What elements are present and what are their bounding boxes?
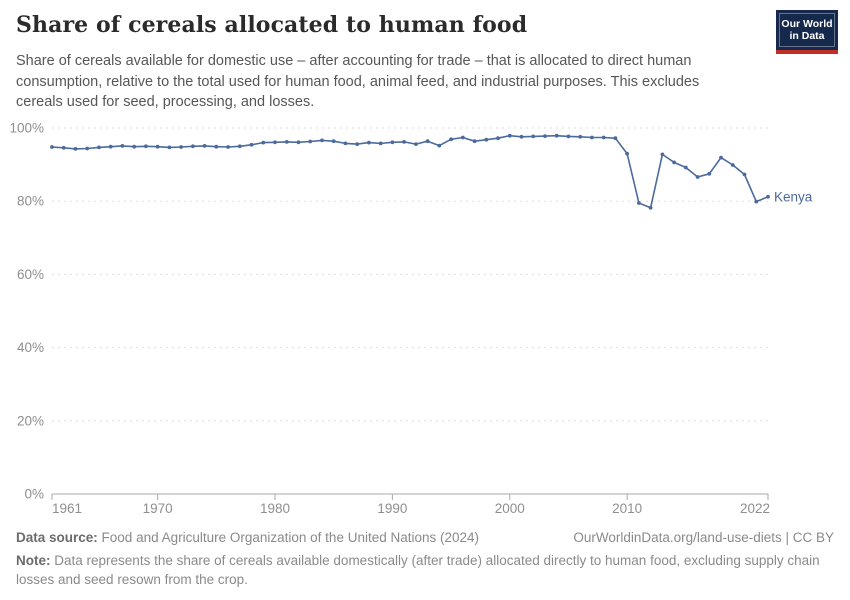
- data-point[interactable]: [601, 135, 606, 140]
- data-point[interactable]: [144, 144, 148, 149]
- data-point[interactable]: [108, 144, 113, 149]
- data-point[interactable]: [672, 160, 676, 165]
- y-axis-tick-label: 100%: [9, 121, 44, 136]
- data-point[interactable]: [496, 136, 500, 141]
- data-point[interactable]: [414, 142, 418, 147]
- owid-url-link[interactable]: OurWorldinData.org/land-use-diets | CC B…: [573, 530, 834, 545]
- data-point[interactable]: [120, 144, 125, 148]
- data-source-label: Data source:: [16, 530, 98, 545]
- data-point[interactable]: [730, 163, 735, 167]
- x-axis-tick-label: 1990: [377, 501, 407, 516]
- data-point[interactable]: [343, 141, 348, 146]
- data-point[interactable]: [683, 165, 688, 170]
- owid-logo-text: Our World in Data: [779, 13, 835, 47]
- chart-title: Share of cereals allocated to human food: [16, 12, 528, 38]
- data-point[interactable]: [179, 145, 184, 149]
- data-point[interactable]: [578, 134, 583, 139]
- data-point[interactable]: [449, 137, 453, 142]
- data-point[interactable]: [378, 141, 383, 146]
- data-point[interactable]: [132, 144, 137, 149]
- owid-logo[interactable]: Our World in Data: [776, 10, 838, 54]
- y-axis-tick-label: 20%: [17, 413, 44, 428]
- data-point[interactable]: [637, 201, 641, 205]
- data-point[interactable]: [167, 145, 172, 150]
- data-point[interactable]: [507, 133, 512, 138]
- data-point[interactable]: [331, 139, 336, 144]
- y-axis-tick-label: 40%: [17, 340, 44, 355]
- data-source-text: Food and Agriculture Organization of the…: [101, 530, 480, 545]
- data-point[interactable]: [61, 145, 66, 150]
- data-point[interactable]: [742, 172, 747, 177]
- data-point[interactable]: [73, 147, 78, 151]
- data-point[interactable]: [554, 133, 559, 138]
- data-point[interactable]: [202, 144, 207, 148]
- kenya-series-line[interactable]: [51, 134, 769, 209]
- data-point[interactable]: [625, 151, 629, 156]
- data-point[interactable]: [437, 143, 442, 148]
- data-point[interactable]: [296, 140, 301, 145]
- note-text: Data represents the share of cereals ava…: [16, 553, 820, 587]
- x-axis-tick-label: 1980: [260, 501, 290, 516]
- data-point[interactable]: [707, 171, 712, 176]
- data-point[interactable]: [214, 144, 219, 149]
- data-point[interactable]: [590, 135, 594, 140]
- data-point[interactable]: [425, 139, 430, 144]
- chart-note: Note: Data represents the share of cerea…: [16, 552, 834, 590]
- data-point[interactable]: [531, 134, 536, 139]
- data-point[interactable]: [367, 140, 371, 145]
- x-axis-tick-label: 1961: [52, 501, 82, 516]
- data-point[interactable]: [648, 205, 653, 210]
- y-axis-tick-label: 80%: [17, 194, 44, 209]
- data-point[interactable]: [519, 134, 524, 139]
- x-axis-tick-label: 1970: [143, 501, 173, 516]
- data-point[interactable]: [484, 137, 489, 142]
- entity-label-kenya[interactable]: Kenya: [774, 189, 813, 204]
- data-point[interactable]: [566, 134, 571, 139]
- data-point[interactable]: [85, 146, 90, 151]
- data-point[interactable]: [97, 145, 101, 150]
- data-point[interactable]: [460, 135, 465, 140]
- data-point[interactable]: [766, 194, 770, 199]
- data-source: Data source: Food and Agriculture Organi…: [16, 530, 479, 545]
- x-axis-tick-label: 2000: [495, 501, 525, 516]
- note-label: Note:: [16, 553, 51, 568]
- data-point[interactable]: [50, 145, 54, 149]
- data-point[interactable]: [308, 139, 313, 144]
- data-point[interactable]: [284, 140, 289, 144]
- data-point[interactable]: [695, 175, 700, 179]
- data-point[interactable]: [660, 152, 665, 157]
- chart-footer: Data source: Food and Agriculture Organi…: [16, 530, 834, 590]
- y-axis-tick-label: 0%: [24, 487, 44, 502]
- data-point[interactable]: [402, 140, 406, 144]
- data-point[interactable]: [249, 142, 254, 147]
- data-point[interactable]: [355, 142, 360, 147]
- data-point[interactable]: [390, 140, 395, 145]
- data-point[interactable]: [320, 138, 324, 143]
- y-axis-tick-label: 60%: [17, 267, 44, 282]
- data-point[interactable]: [719, 155, 723, 160]
- data-point[interactable]: [543, 134, 547, 139]
- data-point[interactable]: [191, 144, 195, 149]
- data-point[interactable]: [754, 199, 759, 204]
- data-point[interactable]: [155, 144, 160, 149]
- data-point[interactable]: [261, 140, 266, 145]
- x-axis-tick-label: 2022: [740, 501, 770, 516]
- data-point[interactable]: [472, 139, 477, 144]
- data-point[interactable]: [613, 136, 618, 141]
- data-point[interactable]: [273, 140, 277, 145]
- owid-logo-line1: Our World: [781, 17, 833, 30]
- data-point[interactable]: [226, 145, 231, 149]
- chart-subtitle: Share of cereals available for domestic …: [16, 53, 700, 111]
- owid-logo-line2: in Data: [789, 30, 825, 42]
- data-point[interactable]: [237, 144, 242, 149]
- x-axis-tick-label: 2010: [612, 501, 642, 516]
